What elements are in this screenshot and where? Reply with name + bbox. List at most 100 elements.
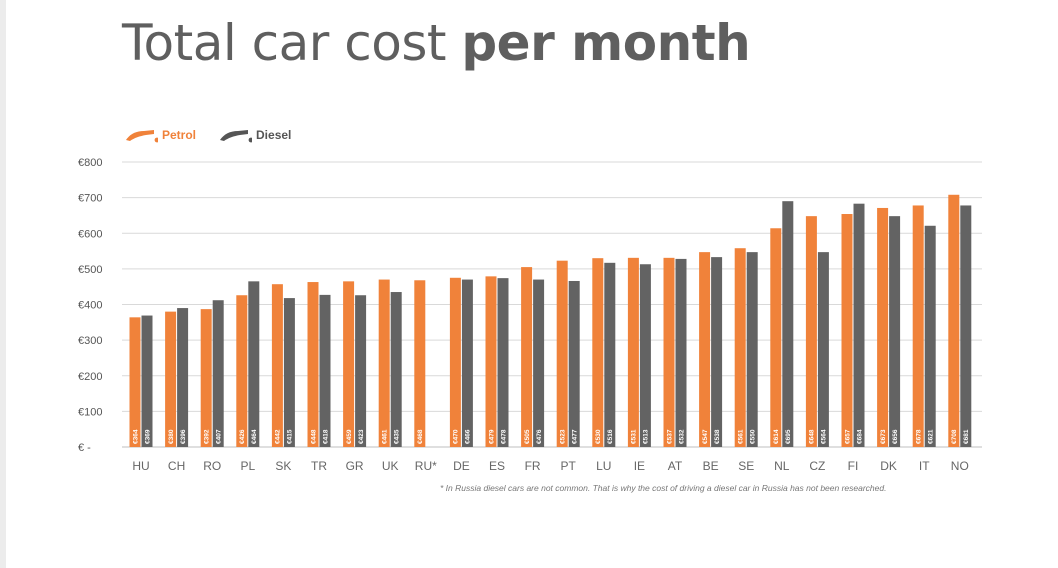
label-layer: HU €364 €369 CH €380 €396 RO €392 €407 PL €426 €464… <box>132 429 970 473</box>
data-label: €470 <box>453 429 460 444</box>
data-label: €648 <box>809 429 816 444</box>
bar-petrol <box>200 309 212 447</box>
data-label: €407 <box>216 429 223 444</box>
bar-petrol <box>912 205 924 447</box>
diesel-pump-nozzle-icon <box>220 130 253 143</box>
bar-diesel <box>675 258 687 447</box>
data-label: €459 <box>346 429 353 444</box>
data-label: €708 <box>951 429 958 444</box>
title-bold: per month <box>461 14 751 72</box>
data-label: €478 <box>500 429 507 444</box>
y-tick-label: €300 <box>78 335 102 347</box>
bar-diesel <box>533 279 545 447</box>
data-label: €477 <box>572 429 579 444</box>
x-tick-label: ES <box>489 459 505 473</box>
x-tick-label: RO <box>203 459 221 473</box>
data-label: €564 <box>821 429 828 444</box>
data-label: €466 <box>465 429 472 444</box>
bar-diesel <box>248 281 260 447</box>
data-label: €448 <box>310 429 317 444</box>
data-label: €479 <box>488 429 495 444</box>
data-label: €513 <box>643 429 650 444</box>
data-label: €468 <box>417 429 424 444</box>
bar-diesel <box>711 257 723 447</box>
legend-item-diesel: Diesel <box>218 126 291 144</box>
bar-petrol <box>699 252 711 447</box>
bar-petrol <box>236 295 248 447</box>
data-label: €461 <box>382 429 389 444</box>
bar-petrol <box>485 276 497 447</box>
x-tick-label: NL <box>774 459 790 473</box>
chart-footnote: * In Russia diesel cars are not common. … <box>440 483 887 493</box>
x-tick-label: AT <box>668 459 683 473</box>
data-label: €442 <box>275 429 282 444</box>
data-label: €538 <box>714 429 721 444</box>
bar-diesel <box>568 280 580 447</box>
x-tick-label: IT <box>919 459 930 473</box>
bar-petrol <box>877 207 889 447</box>
data-label: €673 <box>880 429 887 444</box>
bar-diesel <box>924 225 936 447</box>
x-tick-label: GR <box>346 459 364 473</box>
data-label: €621 <box>928 429 935 444</box>
bar-diesel <box>390 292 402 447</box>
data-label: €532 <box>678 429 685 444</box>
bar-petrol <box>378 279 390 447</box>
data-label: €476 <box>536 429 543 444</box>
y-tick-label: €500 <box>78 264 102 276</box>
x-tick-label: IE <box>634 459 645 473</box>
bar-diesel <box>782 201 794 447</box>
page-title: Total car cost per month <box>122 14 751 72</box>
y-tick-label: €700 <box>78 193 102 205</box>
bar-petrol <box>805 216 817 447</box>
bar-petrol <box>307 282 319 447</box>
bar-diesel <box>960 205 972 447</box>
x-tick-label: DE <box>453 459 470 473</box>
petrol-pump-nozzle-icon <box>126 130 158 143</box>
data-label: €369 <box>144 429 151 444</box>
bar-petrol <box>948 194 960 447</box>
bar-petrol <box>129 317 141 447</box>
bar-petrol <box>343 281 355 447</box>
y-tick-label: €200 <box>78 371 102 383</box>
data-label: €464 <box>251 429 258 444</box>
bar-petrol <box>627 257 639 447</box>
data-label: €418 <box>322 429 329 444</box>
x-tick-label: LU <box>596 459 611 473</box>
data-label: €426 <box>239 429 246 444</box>
bar-petrol <box>592 258 604 447</box>
bar-diesel <box>497 278 509 447</box>
x-tick-label: DK <box>880 459 897 473</box>
x-tick-label: RU* <box>415 459 437 473</box>
bar-diesel <box>461 279 473 447</box>
x-tick-label: SE <box>738 459 754 473</box>
bar-diesel <box>889 216 901 447</box>
bar-petrol <box>734 248 746 447</box>
bar-petrol <box>521 267 533 447</box>
data-label: €550 <box>750 429 757 444</box>
chart-legend: Petrol Diesel <box>124 124 291 146</box>
data-label: €364 <box>132 429 139 444</box>
x-tick-label: PT <box>561 459 577 473</box>
data-label: €614 <box>773 429 780 444</box>
bar-petrol <box>841 214 853 447</box>
x-tick-label: CZ <box>809 459 825 473</box>
bar-diesel <box>853 203 865 447</box>
bar-petrol <box>556 260 568 447</box>
y-tick-label: €800 <box>78 157 102 169</box>
bar-diesel <box>746 252 758 447</box>
data-label: €523 <box>560 429 567 444</box>
data-label: €678 <box>916 429 923 444</box>
data-label: €656 <box>892 429 899 444</box>
title-regular: Total car cost <box>122 14 462 72</box>
legend-label-petrol: Petrol <box>162 128 197 142</box>
y-tick-label: €600 <box>78 228 102 240</box>
bar-diesel <box>817 252 829 447</box>
data-label: €561 <box>738 429 745 444</box>
x-tick-label: TR <box>311 459 327 473</box>
data-label: €415 <box>287 429 294 444</box>
data-label: €681 <box>963 429 970 444</box>
bar-diesel <box>319 294 331 447</box>
bar-petrol <box>663 257 675 447</box>
